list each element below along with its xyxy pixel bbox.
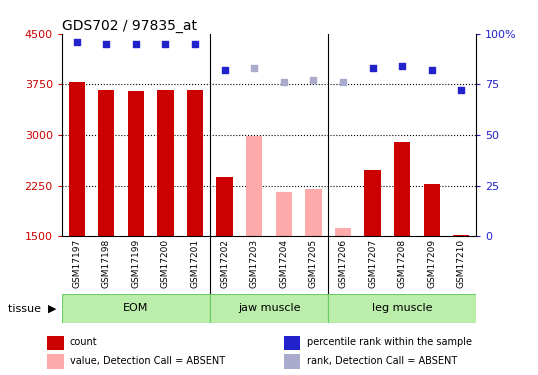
Bar (68, 82, 85, 236)
Point (368, 65, 377, 71)
Point (457, 87, 465, 93)
Bar (47, 354, 63, 369)
Bar (47, 336, 63, 350)
Text: GDS702 / 97835_at: GDS702 / 97835_at (62, 19, 197, 33)
Bar (98, 90, 115, 236)
Text: GSM17208: GSM17208 (398, 239, 407, 288)
Text: GSM17198: GSM17198 (102, 239, 111, 288)
Point (427, 67, 436, 73)
Point (190, 41, 199, 47)
Text: GSM17203: GSM17203 (250, 239, 259, 288)
Text: tissue  ▶: tissue ▶ (8, 303, 56, 313)
Point (279, 80, 288, 86)
Text: count: count (70, 338, 97, 347)
Text: rank, Detection Call = ABSENT: rank, Detection Call = ABSENT (307, 356, 457, 366)
Bar (453, 235, 470, 236)
Bar (62, 294, 210, 322)
Text: EOM: EOM (123, 303, 148, 313)
Text: percentile rank within the sample: percentile rank within the sample (307, 338, 472, 347)
Bar (328, 294, 476, 322)
Bar (210, 294, 328, 322)
Point (131, 41, 140, 47)
Bar (394, 142, 410, 236)
Point (309, 77, 317, 83)
Text: value, Detection Call = ABSENT: value, Detection Call = ABSENT (70, 356, 225, 366)
Text: GSM17201: GSM17201 (190, 239, 200, 288)
Bar (187, 90, 203, 236)
Text: GSM17199: GSM17199 (131, 239, 140, 288)
Text: GSM17207: GSM17207 (368, 239, 377, 288)
Text: GSM17202: GSM17202 (220, 239, 229, 288)
Point (398, 63, 406, 69)
Bar (284, 354, 300, 369)
Point (338, 80, 347, 86)
Text: GSM17204: GSM17204 (279, 239, 288, 288)
Bar (128, 91, 144, 236)
Bar (364, 170, 381, 236)
Bar (246, 136, 263, 236)
Bar (423, 184, 440, 236)
Bar (157, 90, 174, 236)
Bar (305, 189, 322, 236)
Text: GSM17206: GSM17206 (338, 239, 348, 288)
Point (72, 39, 81, 45)
Text: GSM17209: GSM17209 (427, 239, 436, 288)
Text: GSM17205: GSM17205 (309, 239, 318, 288)
Point (250, 65, 258, 71)
Bar (335, 228, 351, 236)
Point (220, 67, 229, 73)
Point (102, 41, 110, 47)
Bar (284, 336, 300, 350)
Text: leg muscle: leg muscle (372, 303, 433, 313)
Text: jaw muscle: jaw muscle (238, 303, 300, 313)
Text: GSM17200: GSM17200 (161, 239, 170, 288)
Text: GSM17197: GSM17197 (72, 239, 81, 288)
Bar (275, 192, 292, 236)
Point (161, 41, 169, 47)
Bar (216, 177, 233, 236)
Text: GSM17210: GSM17210 (457, 239, 466, 288)
